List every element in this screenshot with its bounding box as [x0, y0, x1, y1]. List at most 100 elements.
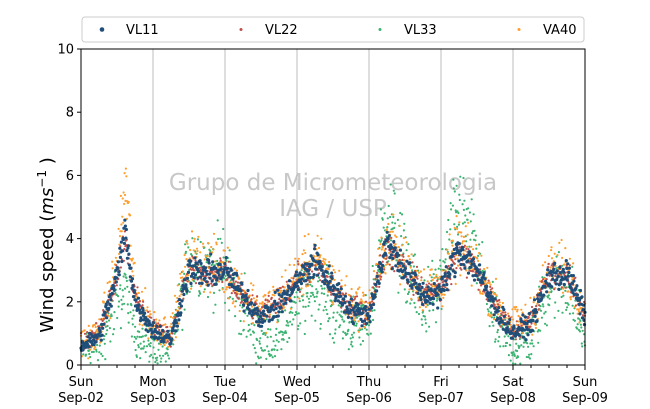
data-point	[544, 261, 547, 264]
data-point	[497, 306, 501, 310]
data-point	[136, 335, 139, 338]
data-point	[502, 345, 505, 348]
data-point	[303, 235, 306, 238]
data-point	[474, 239, 477, 242]
data-point	[472, 278, 477, 282]
data-point	[469, 238, 472, 241]
data-point	[261, 306, 264, 309]
data-point	[408, 258, 411, 261]
data-point	[500, 312, 503, 315]
data-point	[372, 318, 375, 322]
data-point	[217, 280, 221, 283]
data-point	[494, 277, 498, 280]
data-point	[182, 292, 186, 297]
legend-marker	[99, 27, 105, 32]
data-point	[102, 322, 106, 326]
data-point	[101, 326, 105, 330]
data-point	[426, 299, 430, 303]
data-point	[491, 287, 494, 290]
data-point	[561, 256, 564, 259]
data-point	[435, 273, 438, 277]
data-point	[499, 345, 502, 348]
data-point	[272, 315, 276, 319]
data-point	[170, 337, 174, 341]
data-point	[348, 321, 351, 324]
data-point	[185, 276, 190, 280]
data-point	[432, 294, 435, 297]
data-point	[88, 352, 91, 356]
data-point	[231, 277, 235, 281]
data-point	[337, 282, 341, 286]
data-point	[149, 313, 152, 316]
data-point	[468, 245, 471, 248]
data-point	[463, 199, 466, 202]
data-point	[428, 309, 431, 312]
data-point	[456, 233, 460, 236]
data-point	[234, 315, 237, 318]
data-point	[543, 312, 546, 315]
data-point	[256, 338, 259, 342]
data-point	[434, 276, 437, 279]
data-point	[416, 291, 420, 295]
data-point	[372, 286, 375, 289]
data-point	[134, 325, 137, 328]
data-point	[437, 267, 440, 270]
data-point	[530, 305, 534, 309]
data-point	[458, 198, 461, 202]
data-point	[545, 290, 549, 294]
data-point	[241, 303, 246, 307]
data-point	[515, 330, 519, 334]
data-point	[578, 288, 583, 293]
data-point	[108, 280, 111, 283]
data-point	[404, 236, 407, 239]
data-point	[221, 288, 224, 291]
y-axis-label: Wind speed (ms−1 )	[35, 157, 58, 332]
data-point	[453, 275, 457, 279]
data-point	[391, 230, 394, 233]
data-point	[403, 222, 406, 225]
data-point	[92, 350, 95, 353]
data-point	[481, 292, 484, 295]
data-point	[478, 251, 481, 255]
data-point	[572, 312, 575, 315]
data-point	[204, 254, 207, 258]
data-point	[565, 308, 568, 311]
data-point	[285, 324, 288, 327]
data-point	[322, 274, 326, 278]
data-point	[542, 278, 545, 281]
data-point	[319, 254, 322, 257]
data-point	[118, 243, 121, 246]
data-point	[100, 318, 103, 321]
data-point	[142, 347, 145, 350]
data-point	[458, 221, 461, 224]
data-point	[229, 268, 233, 272]
data-point	[371, 300, 374, 303]
data-point	[265, 314, 269, 318]
data-point	[307, 304, 310, 308]
data-point	[554, 301, 557, 304]
data-point	[501, 301, 504, 305]
data-point	[141, 335, 144, 338]
data-point	[414, 306, 417, 309]
data-point	[403, 288, 406, 291]
data-point	[400, 235, 403, 238]
data-point	[353, 297, 356, 300]
data-point	[276, 314, 280, 318]
data-point	[284, 309, 287, 312]
data-point	[399, 211, 402, 215]
data-point	[280, 289, 283, 292]
data-point	[458, 252, 462, 256]
data-point	[363, 317, 367, 320]
data-point	[320, 268, 324, 272]
data-point	[128, 290, 131, 293]
data-point	[367, 301, 370, 305]
data-point	[421, 281, 425, 285]
data-point	[475, 243, 478, 246]
data-point	[435, 284, 438, 287]
data-point	[578, 321, 581, 324]
data-point	[339, 324, 342, 327]
data-point	[486, 266, 489, 269]
data-point	[274, 306, 278, 311]
data-point	[166, 329, 170, 333]
x-tick-label-day: Sun	[69, 375, 94, 390]
